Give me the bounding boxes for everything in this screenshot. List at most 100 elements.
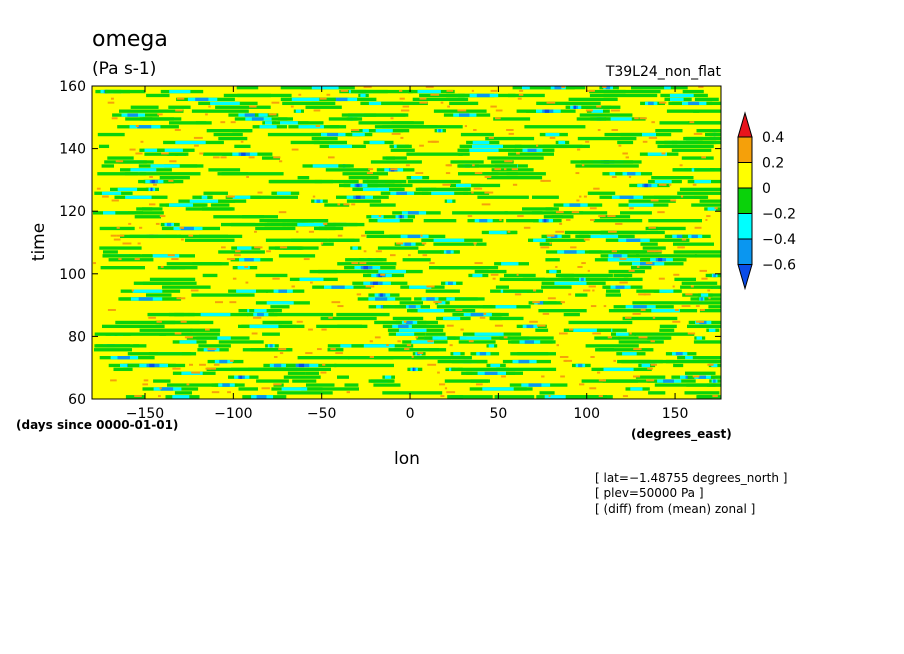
heatmap-cell: [638, 293, 646, 296]
heatmap-cell: [378, 269, 406, 274]
heatmap-cell: [362, 187, 389, 192]
heatmap-cell: [708, 328, 716, 332]
heatmap-cell: [445, 172, 451, 175]
heatmap-cell: [707, 363, 714, 366]
heatmap-cell: [237, 266, 250, 270]
heatmap-cell: [430, 93, 440, 96]
heatmap-cell: [336, 312, 390, 317]
heatmap-cell: [274, 246, 302, 250]
heatmap-cell: [496, 367, 557, 372]
heatmap-cell: [380, 293, 383, 297]
heatmap-cell: [122, 242, 132, 245]
heatmap-cell: [390, 117, 394, 120]
heatmap-cell: [442, 183, 451, 186]
heatmap-cell: [482, 387, 514, 391]
heatmap-cell: [647, 367, 653, 370]
heatmap-cell: [108, 258, 154, 262]
heatmap-cell: [144, 148, 158, 152]
heatmap-cell: [622, 316, 678, 321]
heatmap-cell: [651, 176, 694, 180]
heatmap-cell: [625, 316, 632, 319]
heatmap-cell: [291, 148, 299, 151]
heatmap-cell: [191, 293, 255, 297]
heatmap-cell: [380, 273, 386, 276]
heatmap-cell: [390, 148, 415, 152]
heatmap-cell: [179, 340, 197, 344]
heatmap-cell: [118, 258, 122, 261]
heatmap-cell: [220, 156, 227, 159]
heatmap-cell: [244, 258, 254, 262]
heatmap-cell: [163, 148, 183, 152]
heatmap-cell: [198, 344, 231, 348]
heatmap-cell: [299, 277, 324, 282]
heatmap-cell: [377, 246, 419, 250]
heatmap-cell: [645, 262, 653, 265]
heatmap-cell: [651, 309, 680, 313]
heatmap-cell: [111, 97, 114, 100]
heatmap-cell: [363, 344, 395, 348]
heatmap-cell: [230, 121, 236, 124]
heatmap-cell: [319, 97, 327, 100]
heatmap-cell: [701, 277, 708, 280]
heatmap-cell: [563, 359, 572, 362]
heatmap-cell: [384, 375, 392, 379]
heatmap-cell: [655, 129, 683, 133]
x-tick-label: −50: [307, 406, 337, 422]
heatmap-cell: [569, 328, 574, 331]
heatmap-cell: [201, 207, 235, 211]
heatmap-cell: [578, 363, 583, 368]
heatmap-cell: [291, 285, 295, 288]
heatmap-cell: [107, 156, 134, 160]
heatmap-cell: [585, 140, 590, 143]
heatmap-cell: [490, 273, 499, 276]
note-latitude: [ lat=−1.48755 degrees_north ]: [595, 471, 787, 485]
heatmap-cell: [159, 332, 220, 336]
heatmap-cell: [691, 203, 721, 207]
heatmap-cell: [576, 117, 607, 121]
heatmap-cell: [623, 277, 643, 282]
heatmap-cell: [693, 109, 721, 113]
colorbar-label: 0.4: [762, 130, 784, 146]
heatmap-cell: [614, 129, 618, 131]
heatmap-cell: [406, 344, 412, 347]
heatmap-cell: [426, 285, 435, 288]
heatmap-cell: [629, 332, 632, 335]
heatmap-cell: [574, 105, 576, 109]
heatmap-cell: [438, 266, 484, 270]
heatmap-cell: [638, 336, 648, 339]
x-axis-label: lon: [394, 449, 420, 469]
heatmap-cell: [579, 383, 585, 386]
heatmap-cell: [440, 395, 445, 398]
heatmap-cell: [471, 191, 474, 194]
heatmap-cell: [674, 309, 679, 311]
heatmap-cell: [199, 152, 204, 155]
heatmap-cell: [490, 316, 503, 321]
heatmap-cell: [366, 172, 373, 175]
note-diff: [ (diff) from (mean) zonal ]: [595, 502, 755, 516]
heatmap-cell: [160, 266, 164, 268]
heatmap-cell: [708, 305, 721, 309]
heatmap-cell: [269, 312, 334, 317]
heatmap-cell: [226, 258, 236, 261]
heatmap-cell: [283, 375, 321, 379]
heatmap-cell: [650, 226, 686, 231]
heatmap-cell: [467, 215, 473, 218]
heatmap-cell: [211, 391, 220, 394]
heatmap-cell: [213, 363, 220, 366]
heatmap-cell: [539, 242, 552, 246]
heatmap-cell: [518, 359, 530, 364]
heatmap-cell: [499, 277, 545, 282]
heatmap-cell: [330, 125, 347, 129]
heatmap-cell: [589, 89, 626, 94]
y-axis-units: (days since 0000-01-01): [16, 418, 178, 432]
heatmap-cell: [685, 371, 716, 375]
heatmap-cell: [363, 86, 372, 88]
heatmap-cell: [156, 320, 162, 323]
heatmap-cell: [705, 219, 708, 221]
heatmap-cell: [504, 273, 536, 278]
heatmap-cell: [634, 332, 695, 336]
heatmap-cell: [519, 89, 524, 92]
heatmap-cell: [153, 183, 157, 186]
heatmap-cell: [210, 203, 230, 207]
heatmap-cell: [445, 164, 452, 167]
